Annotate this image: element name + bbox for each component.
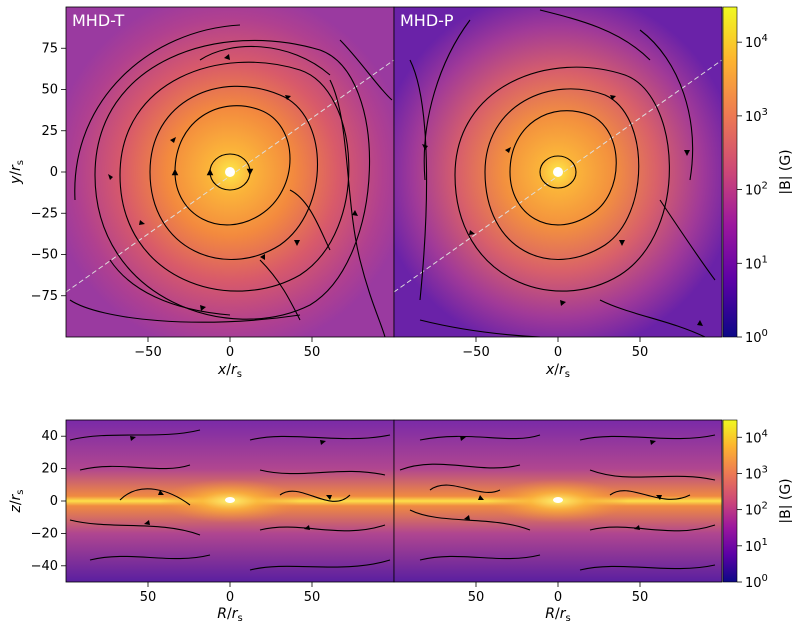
x-tick-label: −50: [462, 345, 489, 360]
panel-mhd-p-label: MHD-P: [400, 11, 454, 30]
panel-mhd-p-streamlines: [409, 9, 716, 337]
panel-mhd-p-arrows: [422, 95, 703, 326]
x-tick-label: 0: [226, 345, 234, 360]
panel-mhd-t-side-arrows: [130, 436, 332, 530]
colorbar-bottom: 104 103 102 101 100 |B| (G): [722, 419, 792, 591]
panel-mhd-t-label: MHD-T: [72, 11, 124, 30]
xlabel-bottom-right: R/rs: [545, 606, 570, 624]
x-tick-label: 50: [304, 345, 321, 360]
panel-mhd-t-side-streamlines: [69, 429, 391, 571]
colorbar-tick-label: 101: [745, 537, 768, 555]
xlabel-top-right: x/rs: [545, 362, 570, 380]
y-tick-label: −40: [31, 559, 58, 574]
panel-mhd-t-streamlines: [69, 24, 393, 337]
colorbar-bottom-label: |B| (G): [778, 478, 792, 523]
colorbar-tick-label: 103: [745, 464, 768, 482]
y-tick-label: 50: [41, 83, 58, 98]
y-tick-label: −50: [31, 248, 58, 263]
colorbar-bottom-bar: [722, 419, 738, 583]
y-tick-label: 25: [41, 124, 58, 139]
colorbar-tick-label: 100: [745, 573, 768, 591]
panel-mhd-t-side: [65, 419, 395, 583]
panel-mhd-p-side: [393, 419, 723, 583]
panel-mhd-p-side-black-hole: [553, 497, 563, 503]
ylabel-bottom: z/rs: [8, 489, 26, 513]
colorbar-top: 104 103 102 101 100 |B| (G): [722, 6, 792, 346]
y-tick-label: −20: [31, 526, 58, 541]
y-tick-label: 75: [41, 41, 58, 56]
colorbar-tick-label: 104: [745, 428, 768, 446]
y-tick-label: 20: [41, 462, 58, 477]
colorbar-tick-label: 101: [745, 254, 768, 272]
y-tick-label: 40: [41, 429, 58, 444]
ylabel-top: y/rs: [8, 160, 26, 185]
colorbar-top-label: |B| (G): [778, 149, 792, 194]
y-tick-label: −75: [31, 289, 58, 304]
panel-mhd-t: MHD-T: [65, 6, 395, 338]
x-tick-label: 50: [140, 590, 157, 605]
panel-mhd-p: MHD-P: [393, 6, 723, 338]
xlabel-bottom-left: R/rs: [217, 606, 242, 624]
xlabel-top-left: x/rs: [217, 362, 242, 380]
y-tick-label: 0: [50, 165, 58, 180]
panel-mhd-t-side-black-hole: [225, 497, 235, 503]
axes: −50 0 50 75 50 25 0 −25 −50 −75 −50 0 50 50 0 50 40 20 0 −2…: [31, 41, 649, 605]
x-tick-label: 50: [468, 590, 485, 605]
colorbar-tick-label: 100: [745, 328, 768, 346]
colorbar-tick-label: 102: [745, 501, 768, 519]
colorbar-top-bar: [722, 6, 738, 338]
panel-mhd-p-side-arrows: [460, 436, 662, 530]
x-tick-label: 0: [554, 590, 562, 605]
x-tick-label: 0: [554, 345, 562, 360]
y-tick-label: −25: [31, 206, 58, 221]
x-tick-label: −50: [134, 345, 161, 360]
x-tick-label: 0: [226, 590, 234, 605]
x-tick-label: 50: [632, 345, 649, 360]
colorbar-tick-label: 103: [745, 107, 768, 125]
panel-mhd-p-side-streamlines: [399, 434, 716, 571]
colorbar-tick-label: 104: [745, 33, 768, 51]
colorbar-tick-label: 102: [745, 181, 768, 199]
y-tick-label: 0: [50, 494, 58, 509]
x-tick-label: 50: [632, 590, 649, 605]
panel-mhd-t-arrows: [108, 54, 358, 311]
x-tick-label: 50: [304, 590, 321, 605]
panel-mhd-t-black-hole: [225, 167, 235, 177]
panel-mhd-p-black-hole: [553, 167, 563, 177]
